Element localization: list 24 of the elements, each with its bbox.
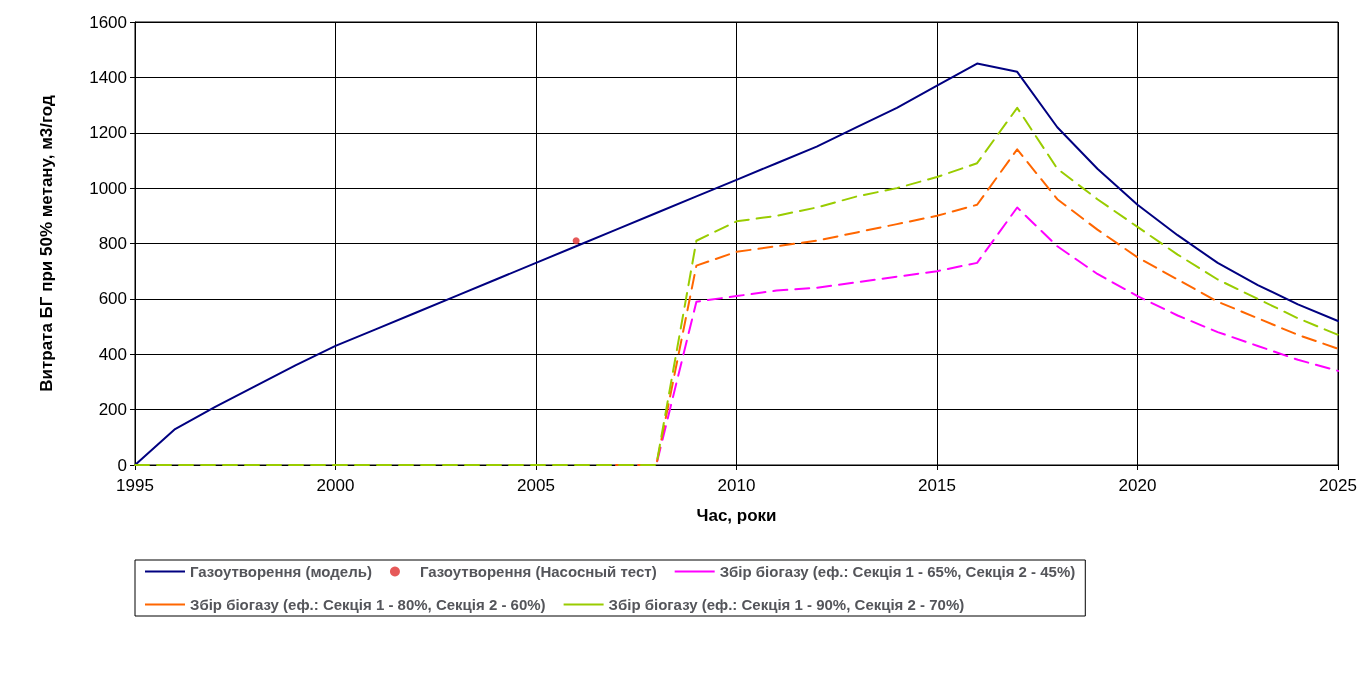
legend-label: Збір біогазу (еф.: Секція 1 - 80%, Секція 2 - 60%) — [190, 596, 546, 613]
legend-label: Збір біогазу (еф.: Секція 1 - 90%, Секція 2 - 70%) — [608, 596, 965, 613]
legend-label: Газоутворення (Насосный тест) — [419, 563, 657, 580]
x-axis-title: Час, роки — [696, 506, 777, 525]
y-axis-title: Витрата БГ при 50% метану, м3/год — [37, 95, 56, 392]
x-tick-label: 2005 — [517, 476, 555, 495]
y-tick-label: 1000 — [89, 178, 127, 198]
y-tick-label: 600 — [98, 289, 127, 309]
legend-label: Збір біогазу (еф.: Секція 1 - 65%, Секція 2 - 45%) — [719, 563, 1076, 580]
y-tick-label: 1400 — [89, 67, 127, 87]
x-tick-label: 2010 — [717, 476, 756, 495]
y-tick-label: 0 — [117, 455, 127, 475]
x-tick-label: 2025 — [1319, 476, 1357, 495]
y-tick-label: 1200 — [89, 123, 127, 143]
y-tick-label: 800 — [98, 234, 127, 253]
legend-label: Газоутворення (модель) — [190, 563, 372, 580]
x-tick-label: 1995 — [116, 476, 154, 495]
x-tick-label: 2015 — [918, 476, 956, 495]
y-tick-label: 1600 — [89, 12, 127, 32]
y-tick-label: 200 — [98, 400, 127, 420]
y-tick-label: 400 — [98, 344, 127, 364]
x-tick-label: 2000 — [316, 476, 355, 495]
x-tick-label: 2020 — [1118, 476, 1157, 495]
line-series — [615, 148, 1339, 466]
